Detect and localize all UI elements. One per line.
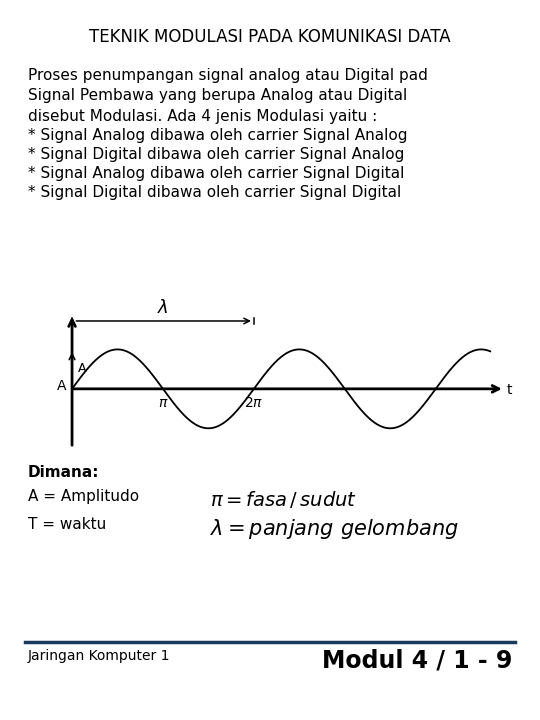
Text: Modul 4 / 1 - 9: Modul 4 / 1 - 9 bbox=[322, 649, 512, 673]
Text: TEKNIK MODULASI PADA KOMUNIKASI DATA: TEKNIK MODULASI PADA KOMUNIKASI DATA bbox=[89, 28, 451, 46]
Text: A: A bbox=[78, 362, 87, 375]
Text: Jaringan Komputer 1: Jaringan Komputer 1 bbox=[28, 649, 171, 663]
Text: Proses penumpangan signal analog atau Digital pad
Signal Pembawa yang berupa Ana: Proses penumpangan signal analog atau Di… bbox=[28, 68, 428, 124]
Text: $2\pi$: $2\pi$ bbox=[244, 396, 264, 410]
Text: Dimana:: Dimana: bbox=[28, 465, 99, 480]
Text: $\lambda = panjang\ gelombang$: $\lambda = panjang\ gelombang$ bbox=[210, 517, 459, 541]
Text: * Signal Analog dibawa oleh carrier Signal Analog: * Signal Analog dibawa oleh carrier Sign… bbox=[28, 128, 408, 143]
Text: A: A bbox=[57, 379, 67, 392]
Text: $\pi$: $\pi$ bbox=[158, 396, 168, 410]
Text: * Signal Digital dibawa oleh carrier Signal Analog: * Signal Digital dibawa oleh carrier Sig… bbox=[28, 147, 404, 162]
Text: A = Amplitudo: A = Amplitudo bbox=[28, 489, 139, 504]
Text: $\lambda$: $\lambda$ bbox=[157, 299, 168, 317]
Text: $\pi = fasa\,/\,sudut$: $\pi = fasa\,/\,sudut$ bbox=[210, 489, 357, 510]
Text: * Signal Digital dibawa oleh carrier Signal Digital: * Signal Digital dibawa oleh carrier Sig… bbox=[28, 185, 401, 200]
Text: * Signal Analog dibawa oleh carrier Signal Digital: * Signal Analog dibawa oleh carrier Sign… bbox=[28, 166, 404, 181]
Text: T = waktu: T = waktu bbox=[28, 517, 106, 532]
Text: t: t bbox=[506, 384, 512, 397]
